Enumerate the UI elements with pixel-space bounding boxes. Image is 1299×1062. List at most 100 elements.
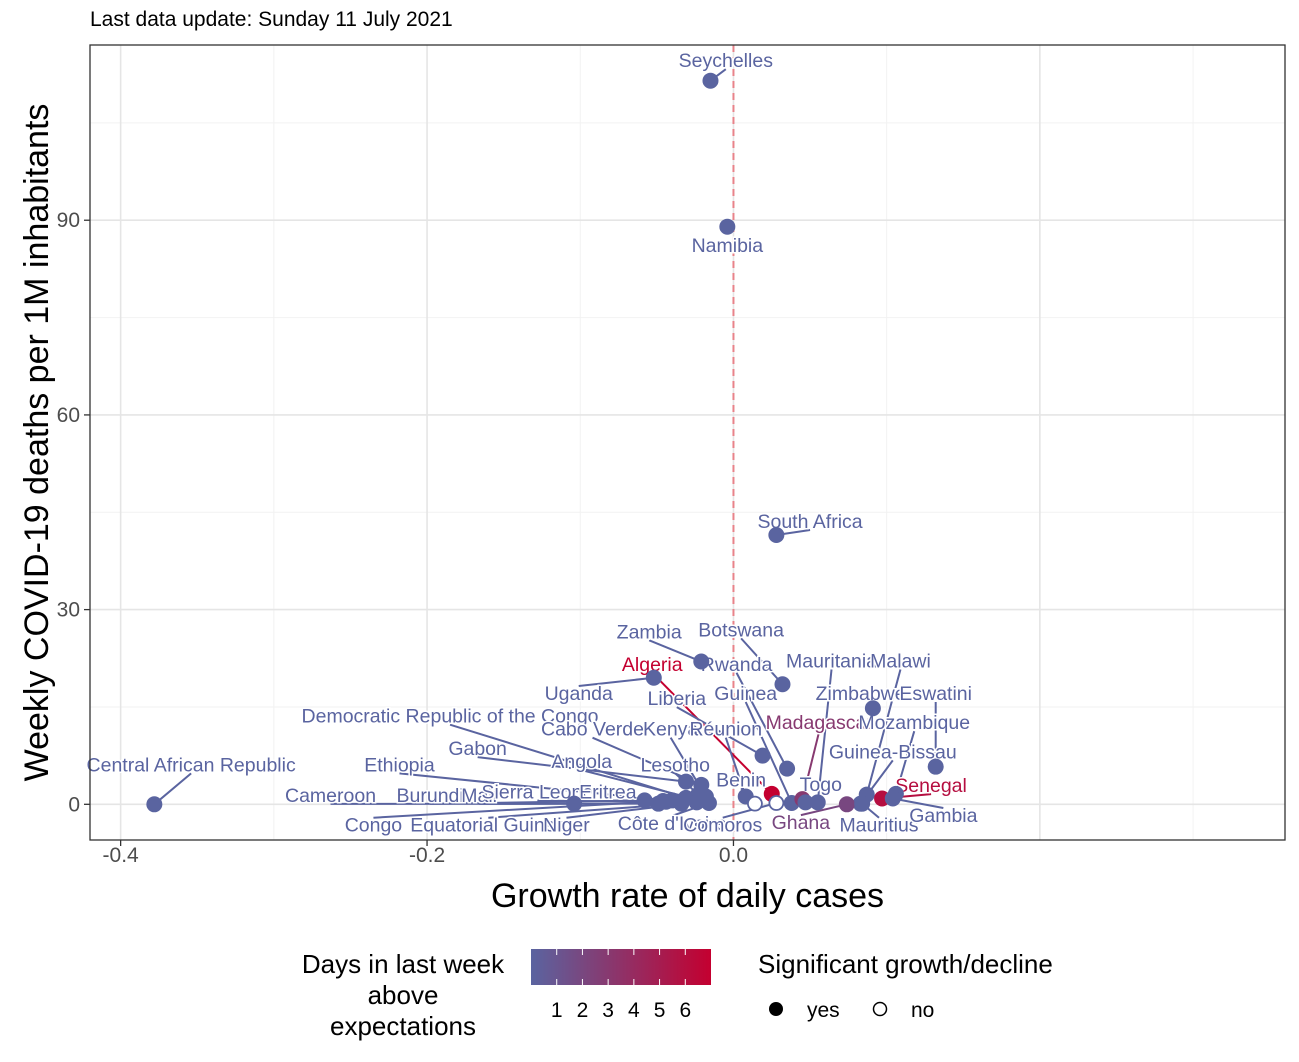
- point-eswatini: [927, 758, 944, 775]
- y-axis-label: Weekly COVID-19 deaths per 1M inhabitant…: [18, 104, 56, 782]
- point-burundi: [636, 792, 653, 809]
- point-ghana: [838, 796, 855, 813]
- point-mauritania: [809, 794, 826, 811]
- point-seychelles: [702, 72, 719, 89]
- point-label-ethiopia: Ethiopia: [364, 754, 435, 776]
- point-label-cabo-verde: Cabo Verde: [541, 719, 644, 741]
- point-comoros: [768, 795, 785, 811]
- x-tick-label: -0.2: [409, 844, 445, 867]
- point-gabon: [677, 773, 694, 790]
- point-label-mauritania: Mauritania: [786, 651, 877, 673]
- point-label-liberia: Liberia: [648, 688, 707, 710]
- legend-color-tick-label: 1: [551, 999, 563, 1022]
- y-tick-label: 0: [68, 793, 80, 816]
- point-label-malawi: Malawi: [870, 651, 931, 673]
- connector-madagascar: [801, 730, 821, 800]
- legend-shape-label-yes: yes: [807, 999, 840, 1022]
- point-gambia: [884, 790, 901, 807]
- connector-algeria: [651, 672, 773, 795]
- y-tick-label: 30: [57, 599, 80, 622]
- legend-color-title-line: above: [368, 980, 439, 1010]
- point-label-angola: Angola: [551, 751, 612, 773]
- connector-comoros: [722, 802, 777, 819]
- point-label-burundi: Burundi: [397, 785, 464, 807]
- data-points: [146, 72, 944, 813]
- point-zambia: [693, 653, 710, 670]
- point-label-south-africa: South Africa: [757, 511, 862, 533]
- point-liberia: [754, 747, 771, 764]
- point-togo: [797, 794, 814, 811]
- point-label-mozambique: Mozambique: [858, 712, 970, 734]
- legend-color-tick-label: 6: [679, 999, 691, 1022]
- point-label-seychelles: Seychelles: [679, 50, 774, 72]
- legend-color-title-line: Days in last week: [302, 949, 505, 979]
- point-labels: Seychelles Namibia South Africa Zambia Botsw…: [85, 49, 979, 838]
- point-central-african-republic: [146, 796, 163, 813]
- plot-border: [89, 44, 1286, 841]
- legend-color-tick-label: 4: [628, 999, 640, 1022]
- point-label-cameroon: Cameroon: [285, 785, 376, 807]
- y-tick-label: 60: [57, 404, 80, 427]
- point-label-mauritius: Mauritius: [839, 815, 918, 837]
- point-label-benin: Benin: [716, 769, 766, 791]
- point-label-eritrea: Eritrea: [579, 782, 637, 804]
- connector-gambia: [892, 797, 944, 809]
- connector-ethiopia: [399, 772, 680, 803]
- point-label-uganda: Uganda: [545, 683, 613, 705]
- point-label-lesotho: Lesotho: [641, 754, 711, 776]
- point-label-niger: Niger: [543, 815, 590, 837]
- connector-democratic-republic-of-the-congo: [449, 723, 687, 799]
- point-label-cote-d-ivoire: Côte d'Ivoire: [618, 813, 727, 835]
- axes: -0.4 -0.2 0.0 0 30 60 90 Growth rate of daily c…: [18, 44, 1286, 915]
- point-label-reunion: Réunion: [689, 719, 762, 741]
- x-tick-label: -0.4: [103, 844, 140, 867]
- connector-botswana: [740, 637, 784, 685]
- point-label-botswana: Botswana: [698, 619, 784, 641]
- point-label-kenya: Kenya: [643, 719, 698, 741]
- point-label-senegal: Senegal: [895, 775, 967, 797]
- y-tick-label: 90: [57, 209, 80, 232]
- point-label-namibia: Namibia: [692, 235, 764, 257]
- legend-color-tick-label: 3: [602, 999, 614, 1022]
- point-label-eswatini: Eswatini: [899, 683, 972, 705]
- chart-subtitle: Last data update: Sunday 11 July 2021: [90, 8, 453, 31]
- point-label-comoros: Comoros: [683, 815, 762, 837]
- point-label-central-african-republic: Central African Republic: [87, 754, 296, 776]
- x-axis-label: Growth rate of daily cases: [491, 877, 884, 915]
- point-south-africa: [768, 526, 785, 543]
- connector-gabon: [477, 756, 687, 783]
- connector-malawi: [865, 669, 902, 795]
- point-rwanda: [779, 760, 796, 777]
- connector-zambia: [648, 639, 702, 663]
- x-tick-label: 0.0: [719, 844, 748, 867]
- point-label-mali: Mali: [461, 785, 497, 807]
- connector-liberia: [676, 706, 764, 757]
- point-label-democratic-republic-of-the-congo: Democratic Republic of the Congo: [302, 706, 599, 728]
- legend-color-bar: [531, 949, 711, 985]
- legend-shape-title: Significant growth/decline: [758, 949, 1053, 979]
- point-zimbabwe: [864, 700, 881, 717]
- point-cote-d-ivoire: [700, 795, 717, 812]
- point-benin: [747, 795, 763, 812]
- legend-color-title-line: expectations: [330, 1011, 476, 1041]
- point-label-zambia: Zambia: [617, 621, 682, 643]
- point-label-madagascar: Madagascar: [766, 712, 874, 734]
- connector-central-african-republic: [153, 772, 192, 806]
- point-equatorial-guinea: [673, 795, 690, 812]
- point-botswana: [774, 676, 791, 693]
- legend-open-dot: [872, 1001, 888, 1017]
- point-label-gabon: Gabon: [448, 738, 507, 760]
- point-label-gambia: Gambia: [909, 805, 977, 827]
- connector-congo: [373, 800, 664, 819]
- legend-color-tick-label: 5: [654, 999, 666, 1022]
- legend-shape-label-no: no: [911, 999, 934, 1022]
- point-mauritius: [854, 795, 871, 812]
- legend-filled-dot: [769, 1002, 783, 1016]
- point-label-rwanda: Rwanda: [701, 654, 773, 676]
- point-niger: [688, 794, 705, 811]
- point-label-equatorial-guinea: Equatorial Guinea: [410, 815, 566, 837]
- point-label-ghana: Ghana: [772, 812, 831, 834]
- point-label-guinea: Guinea: [714, 683, 777, 705]
